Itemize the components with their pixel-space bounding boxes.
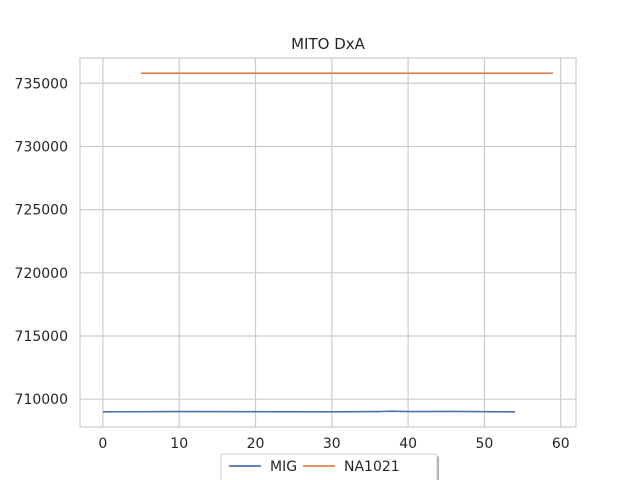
x-tick-label: 40 [399, 436, 417, 452]
x-tick-label: 60 [552, 436, 570, 452]
y-axis-ticks: 710000 715000 720000 725000 730000 735000 [15, 76, 68, 408]
x-tick-label: 20 [247, 436, 265, 452]
x-tick-label: 50 [476, 436, 494, 452]
x-tick-label: 10 [170, 436, 188, 452]
x-tick-label: 30 [323, 436, 341, 452]
y-tick-label: 715000 [15, 329, 68, 345]
series-lines [102, 72, 554, 413]
legend: MIG NA1021 [220, 453, 439, 480]
y-tick-label: 735000 [15, 76, 68, 92]
x-axis-ticks: 0 10 20 30 40 50 60 [98, 436, 569, 452]
y-tick-label: 720000 [15, 266, 68, 282]
legend-label: NA1021 [344, 459, 400, 475]
series-line-mig [102, 410, 515, 413]
legend-label: MIG [270, 459, 297, 475]
y-tick-label: 730000 [15, 139, 68, 155]
legend-box [220, 453, 438, 480]
grid [80, 58, 576, 427]
y-tick-label: 725000 [15, 203, 68, 219]
chart-title: MITO DxA [291, 35, 366, 53]
plot-area [79, 57, 577, 428]
x-tick-label: 0 [98, 436, 107, 452]
y-tick-label: 710000 [15, 392, 68, 408]
